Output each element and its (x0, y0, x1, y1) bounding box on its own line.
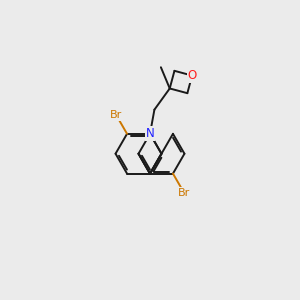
Text: Br: Br (178, 188, 190, 198)
Text: N: N (146, 127, 154, 140)
Text: Br: Br (110, 110, 122, 120)
Text: O: O (188, 69, 197, 82)
